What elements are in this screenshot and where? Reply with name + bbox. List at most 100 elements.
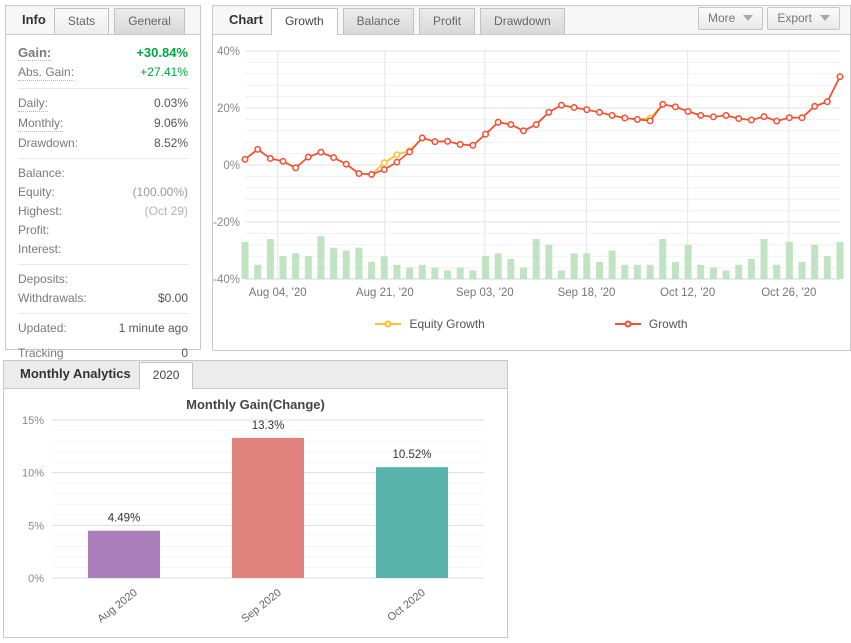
data-point bbox=[393, 158, 401, 166]
volume-bar bbox=[722, 270, 730, 279]
info-row-drawdown: Drawdown: 8.52% bbox=[18, 134, 188, 153]
data-point bbox=[811, 102, 819, 110]
data-point bbox=[355, 170, 363, 178]
volume-bar bbox=[747, 259, 755, 279]
volume-bar bbox=[330, 247, 338, 279]
x-axis-tick: Sep 18, '20 bbox=[558, 287, 616, 299]
volume-bar bbox=[241, 241, 249, 279]
data-point bbox=[798, 114, 806, 122]
chart-panel-header: Chart Growth Balance Profit Drawdown Mor… bbox=[213, 6, 850, 35]
highest-value: (Oct 29) bbox=[144, 204, 188, 218]
monthly-bar bbox=[376, 467, 448, 578]
data-point bbox=[760, 113, 768, 121]
updated-value: 1 minute ago bbox=[118, 321, 188, 335]
data-point bbox=[507, 121, 515, 128]
growth-chart-panel: Chart Growth Balance Profit Drawdown Mor… bbox=[212, 5, 851, 351]
volume-bar bbox=[773, 264, 781, 279]
volume-bar bbox=[760, 239, 768, 279]
volume-bar bbox=[633, 264, 641, 279]
info-panel: Info Stats General Gain: +30.84% Abs. Ga… bbox=[5, 5, 201, 360]
info-row-updated: Updated: 1 minute ago bbox=[18, 319, 188, 338]
data-point bbox=[304, 153, 312, 161]
data-point bbox=[684, 107, 692, 115]
data-point bbox=[583, 106, 591, 114]
data-point bbox=[254, 145, 262, 153]
data-point bbox=[570, 103, 578, 111]
volume-bar bbox=[406, 267, 414, 279]
gain-label: Gain: bbox=[18, 45, 52, 61]
data-point bbox=[823, 98, 831, 106]
daily-value: 0.03% bbox=[153, 96, 188, 110]
divider bbox=[18, 313, 188, 314]
info-row-tracking: Tracking 0 bbox=[18, 344, 188, 363]
tab-general[interactable]: General bbox=[114, 8, 185, 34]
monthly-value: 9.06% bbox=[153, 116, 188, 130]
more-button[interactable]: More bbox=[697, 7, 764, 30]
tracking-value: 0 bbox=[181, 346, 188, 360]
tab-balance[interactable]: Balance bbox=[342, 8, 415, 34]
data-point bbox=[646, 117, 654, 125]
volume-bar bbox=[254, 264, 262, 279]
data-point bbox=[469, 141, 477, 149]
volume-bar bbox=[646, 264, 654, 279]
growth-chart-canvas: 40% 20% 0% -20% -40% Aug 04, '20 Aug 21, '20 Se… bbox=[213, 46, 844, 299]
volume-bar bbox=[304, 256, 312, 279]
volume-bar bbox=[266, 239, 274, 279]
data-point bbox=[330, 154, 338, 162]
data-point bbox=[482, 130, 489, 138]
tab-growth[interactable]: Growth bbox=[270, 8, 338, 35]
data-point bbox=[633, 115, 641, 123]
tab-drawdown[interactable]: Drawdown bbox=[480, 8, 565, 34]
volume-bar bbox=[292, 253, 300, 279]
volume-bar bbox=[608, 250, 616, 279]
gain-value: +30.84% bbox=[136, 45, 188, 60]
data-point bbox=[747, 116, 755, 124]
y-axis-tick: 15% bbox=[22, 415, 44, 427]
withdrawals-value: $0.00 bbox=[157, 291, 188, 305]
data-point bbox=[836, 73, 844, 81]
data-point bbox=[292, 164, 300, 172]
volume-bar bbox=[621, 264, 629, 279]
data-point bbox=[380, 159, 388, 167]
volume-bar bbox=[659, 239, 667, 279]
info-row-daily: Daily: 0.03% bbox=[18, 94, 188, 114]
withdrawals-label: Withdrawals: bbox=[18, 291, 87, 305]
volume-bar bbox=[583, 253, 591, 279]
tab-profit[interactable]: Profit bbox=[419, 8, 476, 34]
data-point bbox=[342, 160, 350, 168]
tab-stats[interactable]: Stats bbox=[53, 8, 110, 34]
info-row-equity: Equity: (100.00%) bbox=[18, 183, 188, 202]
legend-item-equity-growth[interactable]: Equity Growth bbox=[375, 317, 485, 331]
bar-value-label: 4.49% bbox=[108, 513, 141, 525]
monthly-label: Monthly: bbox=[18, 116, 64, 132]
updated-label: Updated: bbox=[18, 321, 67, 335]
chevron-down-icon bbox=[820, 15, 830, 21]
info-body: Gain: +30.84% Abs. Gain: +27.41% Daily: … bbox=[6, 35, 200, 369]
data-point bbox=[532, 121, 540, 128]
info-row-monthly: Monthly: 9.06% bbox=[18, 114, 188, 134]
data-point bbox=[241, 155, 249, 163]
volume-bar bbox=[532, 239, 540, 279]
info-row-deposits: Deposits: bbox=[18, 270, 188, 289]
export-button[interactable]: Export bbox=[767, 7, 840, 30]
monthly-analytics-panel: Monthly Analytics 2020 Monthly Gain(Chan… bbox=[3, 360, 508, 638]
tab-2020[interactable]: 2020 bbox=[138, 362, 194, 389]
volume-bar bbox=[709, 267, 717, 279]
equity-value: (100.00%) bbox=[132, 185, 188, 199]
data-point bbox=[621, 114, 629, 122]
x-axis-tick: Sep 2020 bbox=[239, 587, 284, 625]
info-row-highest: Highest: (Oct 29) bbox=[18, 202, 188, 221]
x-axis-tick: Oct 2020 bbox=[385, 587, 428, 624]
data-point bbox=[406, 148, 414, 156]
data-point bbox=[608, 111, 616, 119]
info-panel-header: Info Stats General bbox=[6, 6, 200, 35]
x-axis-tick: Oct 26, '20 bbox=[761, 287, 816, 299]
monthly-chart-title: Monthly Gain(Change) bbox=[186, 397, 325, 412]
legend-item-growth[interactable]: Growth bbox=[614, 317, 688, 331]
y-axis-tick: 0% bbox=[28, 573, 44, 585]
tab-info[interactable]: Info bbox=[22, 12, 46, 27]
data-point bbox=[317, 148, 325, 156]
data-point bbox=[520, 127, 527, 135]
volume-bar bbox=[507, 259, 515, 279]
data-point bbox=[368, 170, 376, 178]
